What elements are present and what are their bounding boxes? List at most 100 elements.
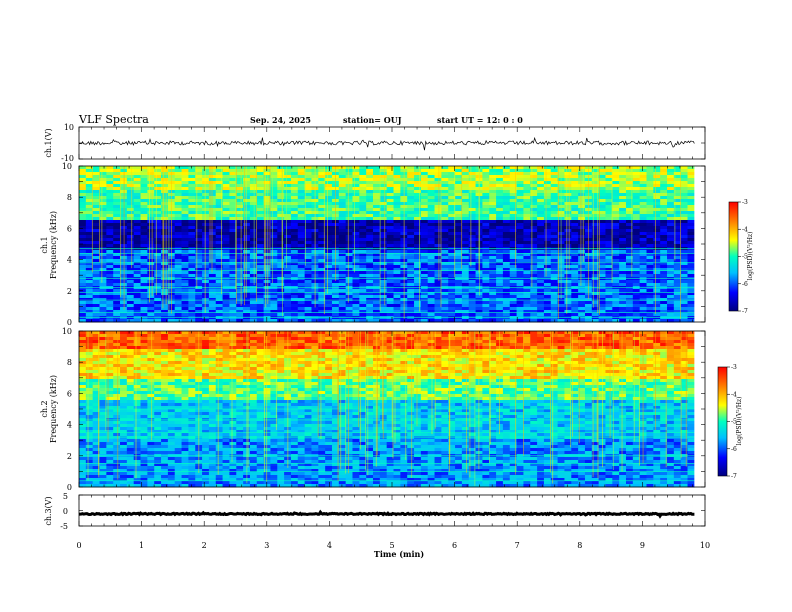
spectrogram-cell	[277, 298, 285, 302]
spectrogram-cell	[509, 175, 517, 179]
spectrogram-cell	[352, 175, 360, 179]
spectrogram-cell	[448, 295, 456, 299]
spectrogram-cell	[284, 184, 292, 188]
spectrogram-cell	[113, 244, 121, 248]
spectrogram-cell	[256, 223, 265, 227]
spectrogram-cell	[434, 310, 442, 314]
spectrogram-cell	[140, 172, 148, 176]
spectrogram-cell	[229, 283, 237, 287]
spectrogram-cell	[263, 280, 271, 284]
spectrogram-cell	[407, 292, 415, 296]
spectrogram-cell	[584, 304, 593, 308]
spectrogram-cell	[229, 304, 237, 308]
spectrogram-cell	[625, 259, 634, 263]
spectrogram-cell	[222, 271, 230, 275]
spectrogram-cell	[85, 283, 94, 287]
spectrogram-cell	[284, 205, 292, 209]
spectrogram-cell	[85, 229, 94, 233]
spectrogram-cell	[99, 211, 107, 215]
spectrogram-cell	[133, 223, 141, 227]
spectrogram-cell	[680, 166, 688, 170]
spectrogram-cell	[181, 223, 189, 227]
spectrogram-cell	[174, 214, 182, 218]
spectrogram-cell	[161, 253, 169, 257]
spectrogram-cell	[489, 232, 497, 236]
spectrogram-cell	[543, 199, 552, 203]
spectrogram-cell	[229, 223, 237, 227]
spectrogram-cell	[379, 268, 388, 272]
spectrogram-cell	[92, 283, 100, 287]
spectrogram-cell	[215, 271, 223, 275]
spectrogram-cell	[550, 187, 559, 191]
spectrogram-cell	[489, 190, 497, 194]
spectrogram-cell	[161, 250, 169, 254]
spectrogram-cell	[625, 262, 634, 266]
spectrogram-cell	[126, 310, 135, 314]
spectrogram-cell	[208, 307, 217, 311]
spectrogram-cell	[99, 295, 107, 299]
spectrogram-cell	[653, 217, 661, 221]
spectrogram-cell	[639, 232, 647, 236]
spectrogram-cell	[338, 310, 347, 314]
spectrogram-cell	[174, 232, 182, 236]
spectrogram-cell	[598, 235, 606, 239]
spectrogram-cell	[427, 196, 435, 200]
spectrogram-cell	[667, 301, 675, 305]
spectrogram-cell	[147, 178, 155, 182]
spectrogram-cell	[632, 313, 641, 317]
spectrogram-cell	[441, 232, 449, 236]
spectrogram-cell	[263, 265, 271, 269]
spectrogram-cell	[502, 166, 511, 170]
spectrogram-cell	[154, 310, 162, 314]
spectrogram-cell	[386, 205, 394, 209]
ch1-spec-ylabel-freq: Frequency (kHz)	[49, 211, 58, 279]
spectrogram-cell	[550, 301, 559, 305]
spectrogram-cell	[393, 208, 401, 212]
spectrogram-cell	[236, 232, 244, 236]
spectrogram-cell	[639, 298, 647, 302]
spectrogram-cell	[304, 202, 312, 206]
spectrogram-cell	[290, 169, 299, 173]
spectrogram-cell	[441, 304, 449, 308]
spectrogram-cell	[366, 229, 374, 233]
spectrogram-cell	[249, 199, 258, 203]
spectrogram-cell	[660, 235, 668, 239]
spectrogram-cell	[195, 259, 203, 263]
spectrogram-cell	[318, 283, 326, 287]
spectrogram-cell	[455, 292, 463, 296]
spectrogram-cell	[653, 178, 661, 182]
spectrogram-cell	[420, 304, 429, 308]
spectrogram-cell	[311, 307, 319, 311]
spectrogram-cell	[537, 187, 545, 191]
spectrogram-cell	[161, 241, 169, 245]
spectrogram-cell	[393, 238, 401, 242]
spectrogram-cell	[202, 265, 210, 269]
spectrogram-cell	[605, 172, 613, 176]
spectrogram-cell	[591, 220, 600, 224]
spectrogram-cell	[523, 172, 531, 176]
spectrogram-cell	[386, 202, 394, 206]
spectrogram-cell	[653, 238, 661, 242]
spectrogram-cell	[174, 241, 182, 245]
spectrogram-cell	[236, 184, 244, 188]
spectrogram-cell	[543, 256, 552, 260]
spectrogram-cell	[420, 310, 429, 314]
spectrogram-cell	[667, 232, 675, 236]
spectrogram-cell	[79, 301, 87, 305]
spectrogram-cell	[660, 178, 668, 182]
spectrogram-cell	[523, 223, 531, 227]
spectrogram-cell	[277, 229, 285, 233]
spectrogram-cell	[297, 280, 306, 284]
spectrogram-cell	[496, 241, 504, 245]
spectrogram-cell	[625, 232, 634, 236]
spectrogram-cell	[673, 289, 682, 293]
spectrogram-cell	[461, 253, 470, 257]
spectrogram-cell	[318, 265, 326, 269]
spectrogram-cell	[126, 241, 135, 245]
spectrogram-cell	[174, 181, 182, 185]
spectrogram-cell	[154, 241, 162, 245]
spectrogram-cell	[502, 304, 511, 308]
spectrogram-cell	[113, 226, 121, 230]
spectrogram-cell	[113, 235, 121, 239]
spectrogram-cell	[256, 271, 265, 275]
